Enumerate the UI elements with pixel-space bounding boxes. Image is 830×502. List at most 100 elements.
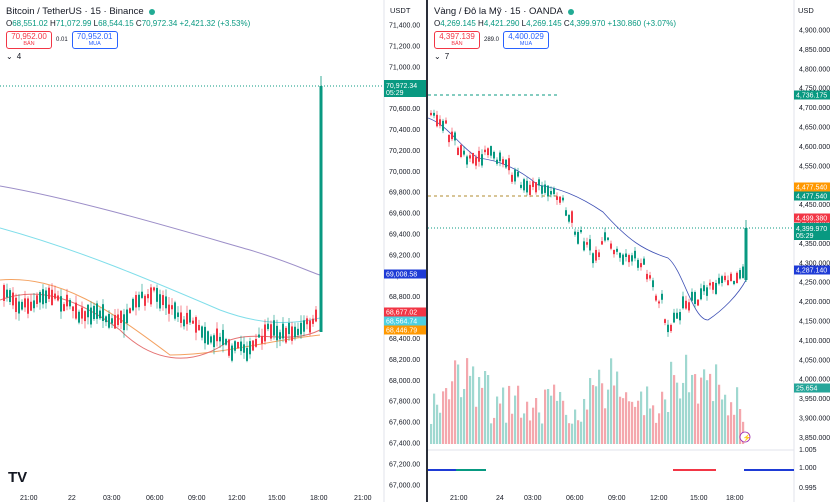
gold-buy-button[interactable]: 4,400.029 MUA bbox=[503, 31, 550, 49]
gold-candle bbox=[448, 134, 450, 143]
btc-time-label: 22 bbox=[68, 495, 76, 502]
btc-candle bbox=[288, 322, 290, 335]
gold-candle bbox=[550, 191, 552, 195]
btc-candle bbox=[123, 314, 125, 331]
btc-countdown-text: 05:29 bbox=[386, 90, 404, 97]
gold-volume-bar bbox=[535, 398, 538, 444]
gold-candle bbox=[733, 280, 735, 285]
gold-sell-button[interactable]: 4,397.139 BÁN bbox=[434, 31, 480, 49]
btc-candle bbox=[195, 317, 197, 333]
gold-candle bbox=[640, 263, 642, 268]
gold-candle bbox=[451, 131, 453, 140]
gold-price-tag-text: 4,477.540 bbox=[796, 185, 827, 192]
btc-candle-last bbox=[319, 86, 323, 332]
btc-candle bbox=[42, 289, 44, 305]
btc-candle bbox=[312, 318, 314, 324]
btc-time-label: 09:00 bbox=[188, 495, 206, 502]
btc-candle bbox=[171, 305, 173, 310]
gold-candle bbox=[532, 181, 534, 187]
lightning-icon[interactable] bbox=[739, 431, 751, 443]
btc-buy-button[interactable]: 70,952.01 MUA bbox=[71, 31, 118, 49]
gold-volume-bar bbox=[472, 366, 475, 444]
btc-chart-canvas[interactable]: 71,400.0071,200.0071,000.0070,800.0070,6… bbox=[0, 0, 426, 502]
gold-symbol-title[interactable]: Vàng / Đô la Mỹ · 15 · OANDA bbox=[434, 6, 563, 17]
btc-candle bbox=[39, 292, 41, 303]
gold-volume-bar bbox=[682, 382, 685, 444]
gold-price-tag bbox=[794, 213, 830, 223]
btc-candle bbox=[102, 304, 104, 321]
gold-time-label: 18:00 bbox=[726, 495, 744, 502]
gold-indicators-toggle[interactable]: ⌄ 7 bbox=[434, 52, 450, 61]
gold-axis-tick: 3,850.000 bbox=[799, 435, 830, 442]
pane-divider[interactable] bbox=[426, 0, 428, 502]
gold-ma bbox=[428, 117, 747, 321]
btc-price-tag-text: 68,564.74 bbox=[386, 319, 417, 326]
gold-volume-bar bbox=[721, 399, 724, 444]
gold-chart-pane[interactable]: 4,900.000 4,850.000 4,800.000 4,750.000 4,70… bbox=[428, 0, 830, 502]
gold-candle bbox=[517, 171, 519, 177]
gold-time-label: 09:00 bbox=[608, 495, 626, 502]
gold-candle bbox=[649, 275, 651, 279]
lightning-icon-glyph: ⚡ bbox=[743, 433, 752, 442]
gold-candle bbox=[433, 112, 435, 116]
btc-candle bbox=[66, 294, 68, 307]
btc-axis-tick: 70,600.00 bbox=[389, 106, 420, 113]
btc-candle bbox=[45, 290, 47, 304]
gold-volume-bar bbox=[451, 381, 454, 444]
btc-last-price-text: 70,972.34 bbox=[386, 83, 417, 90]
btc-candle bbox=[162, 295, 164, 306]
btc-candle bbox=[240, 341, 242, 352]
btc-candle bbox=[24, 298, 26, 308]
btc-candle bbox=[117, 314, 119, 326]
btc-candle bbox=[186, 312, 188, 325]
gold-candle bbox=[721, 276, 723, 283]
gold-volume-bar bbox=[448, 399, 451, 444]
gold-candle bbox=[610, 243, 612, 249]
btc-candle bbox=[177, 312, 179, 317]
btc-candle bbox=[267, 323, 269, 330]
btc-price-tag-text: 68,677.02 bbox=[386, 310, 417, 317]
btc-chart-pane[interactable]: 71,400.0071,200.0071,000.0070,800.0070,6… bbox=[0, 0, 426, 502]
btc-axis-tick: 70,000.00 bbox=[389, 169, 420, 176]
gold-axis-tick: 4,300.000 bbox=[799, 260, 830, 267]
gold-currency-label[interactable]: USD bbox=[798, 6, 814, 15]
gold-volume-bar bbox=[604, 408, 607, 444]
btc-axis-tick: 69,200.00 bbox=[389, 252, 420, 259]
gold-volume-bar bbox=[598, 369, 601, 444]
gold-volume-bar bbox=[712, 401, 715, 444]
btc-sell-button[interactable]: 70,952.00 BÁN bbox=[6, 31, 52, 49]
gold-volume-bar bbox=[481, 387, 484, 444]
gold-candle bbox=[724, 275, 726, 281]
btc-price-tag-text: 68,446.79 bbox=[386, 328, 417, 335]
gold-volume-bar bbox=[571, 423, 574, 444]
gold-volume-bar bbox=[652, 405, 655, 444]
btc-candle bbox=[36, 295, 38, 304]
btc-currency-label[interactable]: USDT bbox=[390, 6, 411, 15]
gold-candle bbox=[559, 196, 561, 203]
gold-time-label: 15:00 bbox=[690, 495, 708, 502]
btc-candle bbox=[243, 344, 245, 353]
gold-candle bbox=[598, 252, 600, 257]
gold-candle bbox=[562, 197, 564, 201]
tradingview-logo[interactable]: TV bbox=[8, 469, 28, 486]
gold-volume-bar bbox=[583, 398, 586, 444]
btc-time-label: 18:00 bbox=[310, 495, 328, 502]
btc-candle bbox=[9, 290, 11, 302]
gold-axis-tick: 4,050.000 bbox=[799, 357, 830, 364]
gold-candle bbox=[673, 312, 675, 323]
gold-volume-bar bbox=[505, 422, 508, 444]
btc-symbol-title[interactable]: Bitcoin / TetherUS · 15 · Binance bbox=[6, 6, 144, 17]
btc-candle bbox=[276, 325, 278, 341]
gold-time-label: 03:00 bbox=[524, 495, 542, 502]
btc-indicators-toggle[interactable]: ⌄ 4 bbox=[6, 52, 22, 61]
btc-candle bbox=[120, 310, 122, 324]
gold-candle bbox=[682, 296, 684, 309]
gold-chart-canvas[interactable]: 4,900.000 4,850.000 4,800.000 4,750.000 4,70… bbox=[428, 0, 830, 502]
btc-candle bbox=[93, 305, 95, 320]
btc-candle bbox=[48, 287, 50, 299]
btc-candle bbox=[153, 287, 155, 291]
gold-volume-bar bbox=[607, 389, 610, 444]
gold-volume-bar bbox=[442, 391, 445, 444]
btc-axis-tick: 71,400.00 bbox=[389, 23, 420, 30]
btc-candle bbox=[231, 345, 233, 361]
